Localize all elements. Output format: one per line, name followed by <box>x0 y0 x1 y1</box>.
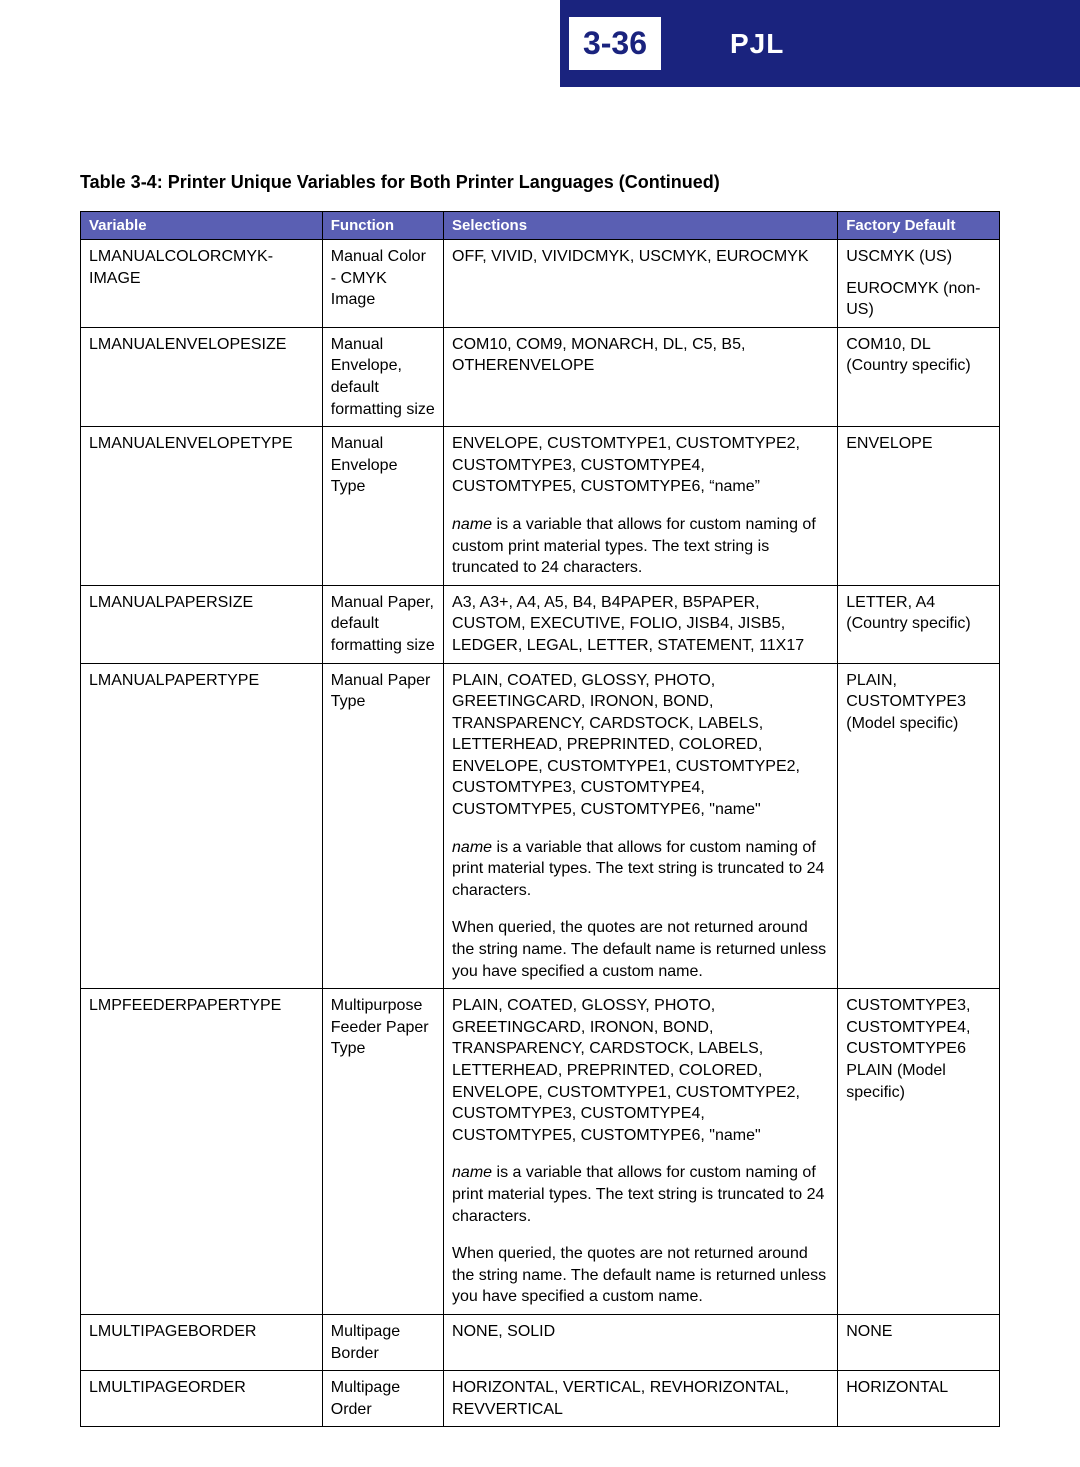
table-body: LMANUALCOLORCMYK-IMAGEManual Color - CMY… <box>81 240 1000 1427</box>
table-row: LMANUALENVELOPESIZEManual Envelope, defa… <box>81 327 1000 426</box>
cell-default: NONE <box>838 1314 1000 1370</box>
cell-selections: NONE, SOLID <box>444 1314 838 1370</box>
cell-default: PLAIN, CUSTOMTYPE3 (Model specific) <box>838 663 1000 989</box>
page-content: Table 3-4: Printer Unique Variables for … <box>0 87 1080 1467</box>
cell-default: ENVELOPE <box>838 427 1000 586</box>
table-row: LMPFEEDERPAPERTYPEMultipurpose Feeder Pa… <box>81 989 1000 1153</box>
cell-default: HORIZONTAL <box>838 1371 1000 1427</box>
col-header-default: Factory Default <box>838 212 1000 240</box>
section-title: PJL <box>670 0 1080 87</box>
cell-variable: LMANUALENVELOPETYPE <box>81 427 323 586</box>
cell-selections: COM10, COM9, MONARCH, DL, C5, B5, OTHERE… <box>444 327 838 426</box>
cell-selections: When queried, the quotes are not returne… <box>444 1233 838 1314</box>
cell-function: Multipage Border <box>322 1314 443 1370</box>
document-header: 3-36 PJL <box>0 0 1080 87</box>
table-row: LMANUALPAPERSIZEManual Paper, default fo… <box>81 585 1000 663</box>
cell-selections: name is a variable that allows for custo… <box>444 504 838 585</box>
cell-variable: LMPFEEDERPAPERTYPE <box>81 989 323 1315</box>
cell-variable: LMANUALENVELOPESIZE <box>81 327 323 426</box>
cell-default: LETTER, A4 (Country specific) <box>838 585 1000 663</box>
cell-default: CUSTOMTYPE3, CUSTOMTYPE4, CUSTOMTYPE6 PL… <box>838 989 1000 1315</box>
cell-variable: LMULTIPAGEORDER <box>81 1371 323 1427</box>
cell-function: Multipurpose Feeder Paper Type <box>322 989 443 1315</box>
page-number-box: 3-36 <box>560 0 670 87</box>
col-header-selections: Selections <box>444 212 838 240</box>
cell-function: Manual Paper Type <box>322 663 443 989</box>
cell-function: Manual Paper, default formatting size <box>322 585 443 663</box>
cell-selections: OFF, VIVID, VIVIDCMYK, USCMYK, EUROCMYK <box>444 240 838 328</box>
cell-selections: PLAIN, COATED, GLOSSY, PHOTO, GREETINGCA… <box>444 989 838 1153</box>
cell-default: USCMYK (US)EUROCMYK (non-US) <box>838 240 1000 328</box>
header-spacer <box>0 0 560 87</box>
cell-variable: LMANUALPAPERTYPE <box>81 663 323 989</box>
cell-selections: PLAIN, COATED, GLOSSY, PHOTO, GREETINGCA… <box>444 663 838 827</box>
table-row: LMANUALENVELOPETYPEManual Envelope TypeE… <box>81 427 1000 504</box>
cell-variable: LMANUALCOLORCMYK-IMAGE <box>81 240 323 328</box>
cell-default: COM10, DL (Country specific) <box>838 327 1000 426</box>
cell-function: Manual Envelope, default formatting size <box>322 327 443 426</box>
cell-variable: LMULTIPAGEBORDER <box>81 1314 323 1370</box>
cell-function: Multipage Order <box>322 1371 443 1427</box>
col-header-function: Function <box>322 212 443 240</box>
cell-selections: ENVELOPE, CUSTOMTYPE1, CUSTOMTYPE2, CUST… <box>444 427 838 504</box>
cell-selections: A3, A3+, A4, A5, B4, B4PAPER, B5PAPER, C… <box>444 585 838 663</box>
variables-table: Variable Function Selections Factory Def… <box>80 211 1000 1427</box>
table-row: LMULTIPAGEBORDERMultipage BorderNONE, SO… <box>81 1314 1000 1370</box>
cell-selections: When queried, the quotes are not returne… <box>444 907 838 988</box>
page-number: 3-36 <box>569 17 661 70</box>
cell-selections: name is a variable that allows for custo… <box>444 827 838 908</box>
table-row: LMANUALCOLORCMYK-IMAGEManual Color - CMY… <box>81 240 1000 328</box>
col-header-variable: Variable <box>81 212 323 240</box>
table-row: LMANUALPAPERTYPEManual Paper TypePLAIN, … <box>81 663 1000 827</box>
cell-function: Manual Color - CMYK Image <box>322 240 443 328</box>
cell-selections: HORIZONTAL, VERTICAL, REVHORIZONTAL, REV… <box>444 1371 838 1427</box>
cell-function: Manual Envelope Type <box>322 427 443 586</box>
cell-variable: LMANUALPAPERSIZE <box>81 585 323 663</box>
cell-selections: name is a variable that allows for custo… <box>444 1152 838 1233</box>
table-caption: Table 3-4: Printer Unique Variables for … <box>80 172 1000 193</box>
table-header-row: Variable Function Selections Factory Def… <box>81 212 1000 240</box>
table-row: LMULTIPAGEORDERMultipage OrderHORIZONTAL… <box>81 1371 1000 1427</box>
